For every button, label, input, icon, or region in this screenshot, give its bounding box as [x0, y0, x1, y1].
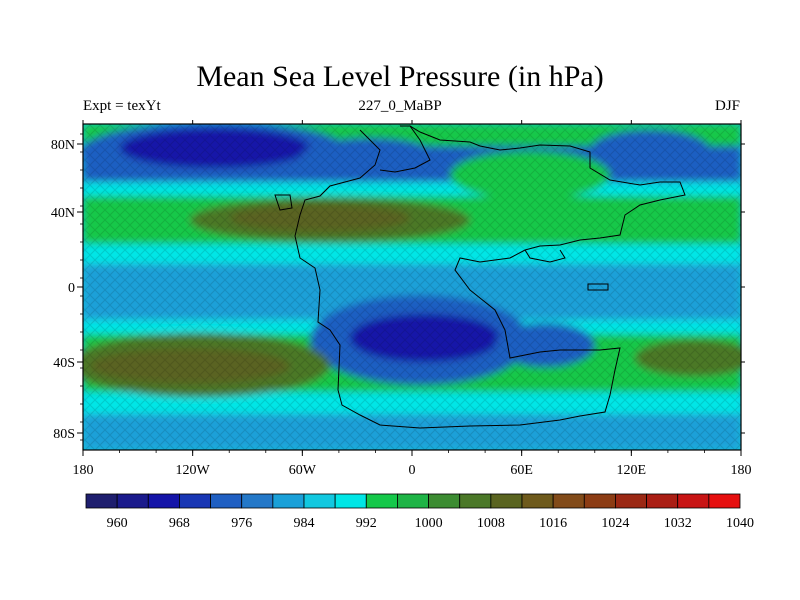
time-label: 227_0_MaBP — [358, 98, 442, 114]
island-outline — [587, 283, 609, 291]
colorbar-swatch — [459, 493, 492, 509]
colorbar-label: 968 — [169, 516, 190, 531]
colorbar-label: 976 — [231, 516, 252, 531]
colorbar-label: 992 — [356, 516, 377, 531]
coastline-inlet — [379, 125, 431, 173]
colorbar-swatch — [179, 493, 211, 509]
colorbar-label: 1032 — [664, 516, 692, 531]
colorbar-label: 984 — [294, 516, 315, 531]
colorbar-swatch — [490, 493, 523, 509]
colorbar-label: 1024 — [601, 516, 629, 531]
season-label: DJF — [714, 98, 740, 114]
lat-tick-label: 40S — [53, 356, 75, 371]
colorbar-swatch — [708, 493, 741, 509]
colorbar-swatch — [85, 493, 118, 509]
colorbar-swatch — [365, 493, 398, 509]
colorbar-swatch — [677, 493, 710, 509]
colorbar-swatch — [147, 493, 180, 509]
colorbar-swatch — [210, 493, 243, 509]
lat-tick-label: 0 — [68, 281, 75, 296]
coastline-main — [294, 125, 686, 429]
lon-tick-label: 60E — [510, 463, 533, 478]
colorbar-swatch — [428, 493, 461, 509]
colorbar-swatch — [334, 493, 367, 509]
lon-tick-label: 180 — [731, 463, 752, 478]
lon-tick-label: 60W — [289, 463, 317, 478]
colorbar-label: 960 — [107, 516, 128, 531]
colorbar-swatch — [272, 493, 305, 509]
colorbar-swatch — [646, 493, 679, 509]
longitude-axis: 180 120W 60W 0 60E 120E 180 — [73, 120, 752, 478]
colorbar-label: 1000 — [415, 516, 443, 531]
lon-tick-label: 120W — [176, 463, 211, 478]
lon-tick-label: 0 — [409, 463, 416, 478]
colorbar-swatch — [116, 493, 149, 509]
colorbar-label: 1040 — [726, 516, 754, 531]
lat-tick-label: 80N — [51, 138, 75, 153]
colorbar-swatch — [397, 493, 429, 509]
colorbar-swatch — [303, 493, 336, 509]
lon-tick-label: 180 — [73, 463, 94, 478]
colorbar: 960 968 976 984 992 1000 1008 1016 1024 1032 1040 — [85, 493, 754, 531]
pressure-field — [83, 124, 741, 450]
lon-tick-label: 120E — [617, 463, 647, 478]
hatch-overlay — [83, 124, 741, 450]
coastline-peninsula — [524, 249, 566, 263]
colorbar-swatch — [241, 493, 274, 509]
experiment-label: Expt = texYt — [83, 98, 161, 114]
lat-tick-label: 40N — [51, 206, 75, 221]
colorbar-swatch — [615, 493, 647, 509]
colorbar-swatch — [521, 493, 554, 509]
colorbar-label: 1016 — [539, 516, 567, 531]
colorbar-label: 1008 — [477, 516, 505, 531]
latitude-axis: 80N 40N 0 40S 80S — [51, 133, 745, 442]
map-title: Mean Sea Level Pressure (in hPa) — [196, 60, 604, 93]
lat-tick-label: 80S — [53, 427, 75, 442]
coastline-small-island — [274, 194, 293, 211]
colorbar-swatch — [552, 493, 585, 509]
colorbar-swatch — [583, 493, 616, 509]
